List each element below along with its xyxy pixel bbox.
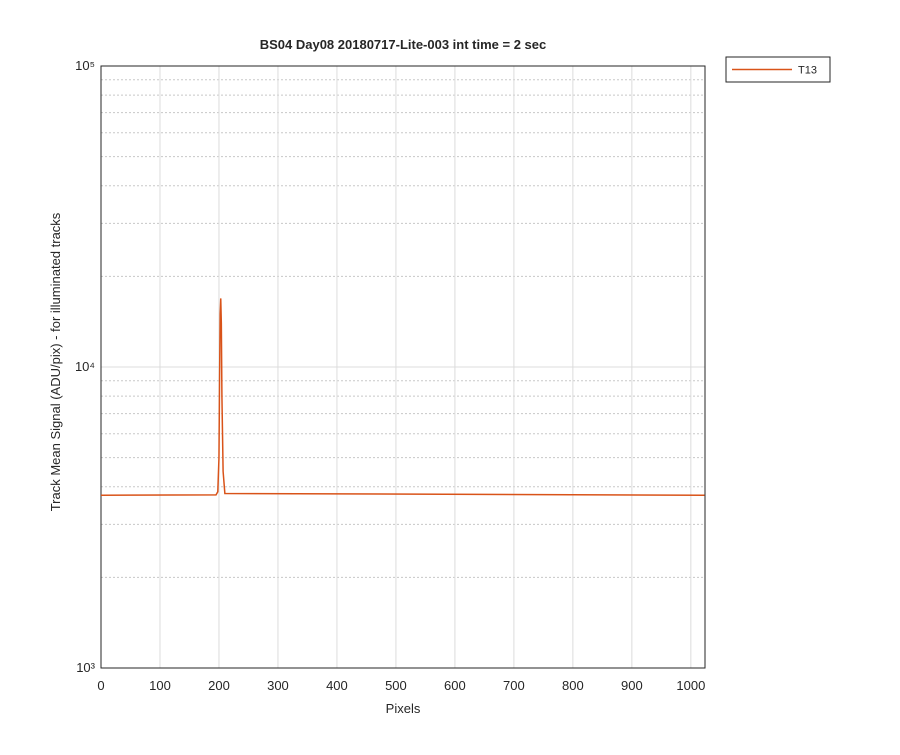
x-tick-label: 100 [149,678,171,693]
x-tick-label: 400 [326,678,348,693]
x-tick-label: 800 [562,678,584,693]
x-tick-label: 900 [621,678,643,693]
y-tick-label: 10³ [76,660,95,675]
series-line [100,298,705,496]
x-tick-label: 600 [444,678,466,693]
x-tick-label: 0 [97,678,104,693]
plot-frame [100,65,706,669]
y-axis-label: Track Mean Signal (ADU/pix) - for illumi… [48,212,63,511]
x-tick-label: 700 [503,678,525,693]
chart-title: BS04 Day08 20180717-Lite-003 int time = … [260,37,547,52]
x-tick-label: 500 [385,678,407,693]
y-tick-label: 10⁵ [75,58,95,73]
x-tick-label: 1000 [676,678,705,693]
x-axis-label: Pixels [386,701,421,716]
y-tick-label: 10⁴ [75,359,95,374]
x-tick-label: 300 [267,678,289,693]
x-tick-label: 200 [208,678,230,693]
legend-label: T13 [798,65,817,77]
